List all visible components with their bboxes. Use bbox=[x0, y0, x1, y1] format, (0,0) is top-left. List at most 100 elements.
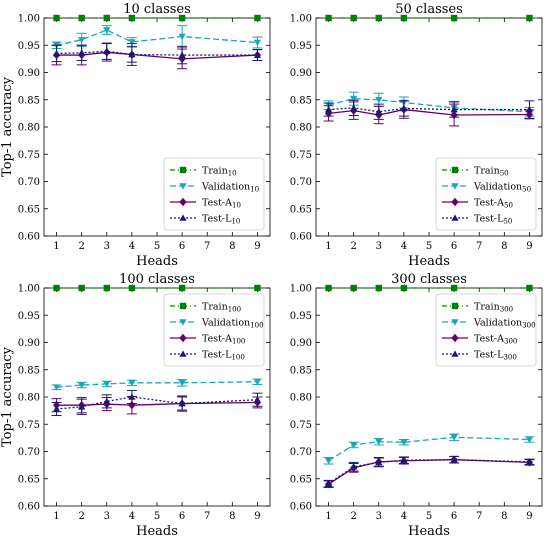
legend-label: Test-L100 bbox=[202, 350, 245, 362]
x-tick-label: 3 bbox=[376, 241, 382, 252]
y-tick-label: 1.00 bbox=[18, 14, 40, 25]
x-tick-label: 7 bbox=[476, 241, 482, 252]
x-tick-label: 9 bbox=[526, 241, 532, 252]
y-tick-label: 0.65 bbox=[290, 474, 312, 485]
legend-marker bbox=[179, 333, 187, 343]
data-point bbox=[103, 381, 111, 388]
data-point bbox=[78, 14, 85, 22]
x-axis-label: Heads bbox=[408, 524, 450, 539]
series-line bbox=[328, 436, 530, 462]
data-point bbox=[450, 284, 458, 292]
x-tick-label: 4 bbox=[129, 241, 135, 252]
series-testL bbox=[51, 42, 263, 65]
x-tick-label: 6 bbox=[179, 241, 185, 252]
y-tick-label: 1.00 bbox=[290, 284, 312, 295]
x-tick-label: 4 bbox=[401, 511, 407, 522]
data-point bbox=[526, 284, 533, 292]
legend-label: Test-A300 bbox=[474, 334, 517, 346]
x-axis-label: Heads bbox=[136, 524, 178, 539]
data-point bbox=[450, 14, 458, 22]
data-point bbox=[254, 284, 261, 292]
data-point bbox=[450, 105, 458, 113]
legend-marker bbox=[179, 183, 187, 190]
x-tick-label: 7 bbox=[204, 511, 210, 522]
series-line bbox=[328, 107, 530, 113]
data-point bbox=[103, 397, 111, 405]
data-point bbox=[375, 108, 383, 115]
y-tick-label: 0.85 bbox=[290, 365, 312, 376]
legend-label: Validation50 bbox=[473, 182, 531, 194]
x-axis-label: Heads bbox=[136, 254, 178, 269]
data-point bbox=[53, 14, 60, 22]
series-line bbox=[56, 29, 258, 46]
data-point bbox=[350, 95, 358, 103]
data-point bbox=[78, 49, 86, 56]
y-tick-label: 0.85 bbox=[18, 95, 40, 106]
legend-marker bbox=[451, 166, 459, 174]
data-point bbox=[78, 403, 86, 410]
series-line bbox=[56, 51, 258, 60]
data-point bbox=[103, 27, 111, 34]
chart-title: 50 classes bbox=[395, 2, 463, 17]
chart-title: 100 classes bbox=[119, 272, 195, 287]
series-train bbox=[325, 284, 533, 292]
data-point bbox=[324, 480, 333, 487]
x-tick-label: 1 bbox=[53, 241, 59, 252]
legend-label: Test-A100 bbox=[202, 334, 245, 346]
data-point bbox=[78, 284, 85, 292]
data-point bbox=[375, 458, 383, 466]
y-tick-label: 0.75 bbox=[18, 420, 40, 431]
data-point bbox=[350, 442, 358, 449]
y-axis-label: Top-1 accuracy bbox=[0, 76, 15, 177]
data-point bbox=[52, 49, 61, 57]
series-testL bbox=[323, 455, 535, 488]
y-axis-label: Top-1 accuracy bbox=[0, 346, 15, 447]
data-point bbox=[52, 405, 61, 412]
data-point bbox=[375, 14, 382, 22]
data-point bbox=[450, 434, 458, 441]
data-point bbox=[52, 384, 61, 391]
x-tick-label: 4 bbox=[129, 511, 135, 522]
data-point bbox=[178, 399, 186, 407]
data-point bbox=[350, 104, 358, 111]
legend-marker bbox=[451, 350, 459, 357]
chart-4: 300 classes 0.60 0.65 0.70 0.75 0.80 0.85 0.90 0… bbox=[290, 272, 543, 539]
data-point bbox=[103, 14, 110, 22]
legend-marker bbox=[179, 214, 187, 221]
y-tick-label: 0.95 bbox=[18, 311, 40, 322]
data-point bbox=[128, 14, 136, 22]
data-point bbox=[526, 14, 533, 22]
legend-marker bbox=[451, 197, 459, 207]
y-tick-label: 0.75 bbox=[290, 150, 312, 161]
x-tick-label: 5 bbox=[154, 511, 160, 522]
chart-title: 10 classes bbox=[123, 2, 191, 17]
chart-2: 50 classes 0.60 0.65 0.70 0.75 0.80 0.85 0.90 0.… bbox=[290, 2, 543, 269]
legend-marker bbox=[451, 302, 459, 310]
legend-label: Test-L300 bbox=[474, 350, 517, 362]
x-tick-label: 7 bbox=[476, 511, 482, 522]
legend-marker bbox=[451, 183, 459, 190]
data-point bbox=[400, 104, 408, 112]
x-tick-label: 2 bbox=[78, 511, 84, 522]
data-point bbox=[350, 463, 358, 470]
data-point bbox=[253, 378, 262, 386]
x-tick-label: 9 bbox=[254, 241, 260, 252]
data-point bbox=[350, 284, 357, 292]
data-point bbox=[325, 14, 332, 22]
legend-label: Validation10 bbox=[201, 182, 259, 194]
x-tick-label: 9 bbox=[526, 511, 532, 522]
series-train bbox=[53, 14, 261, 22]
x-tick-label: 8 bbox=[229, 241, 235, 252]
series-train bbox=[325, 14, 533, 22]
series-validation bbox=[51, 378, 263, 391]
data-point bbox=[375, 438, 383, 446]
data-point bbox=[78, 37, 86, 44]
series-line bbox=[56, 50, 258, 56]
legend-label: Test-A10 bbox=[202, 198, 241, 210]
y-tick-label: 0.95 bbox=[290, 311, 312, 322]
y-tick-label: 0.80 bbox=[290, 393, 312, 404]
series-validation bbox=[323, 433, 535, 465]
data-point bbox=[400, 439, 408, 446]
y-tick-label: 0.80 bbox=[18, 123, 40, 134]
